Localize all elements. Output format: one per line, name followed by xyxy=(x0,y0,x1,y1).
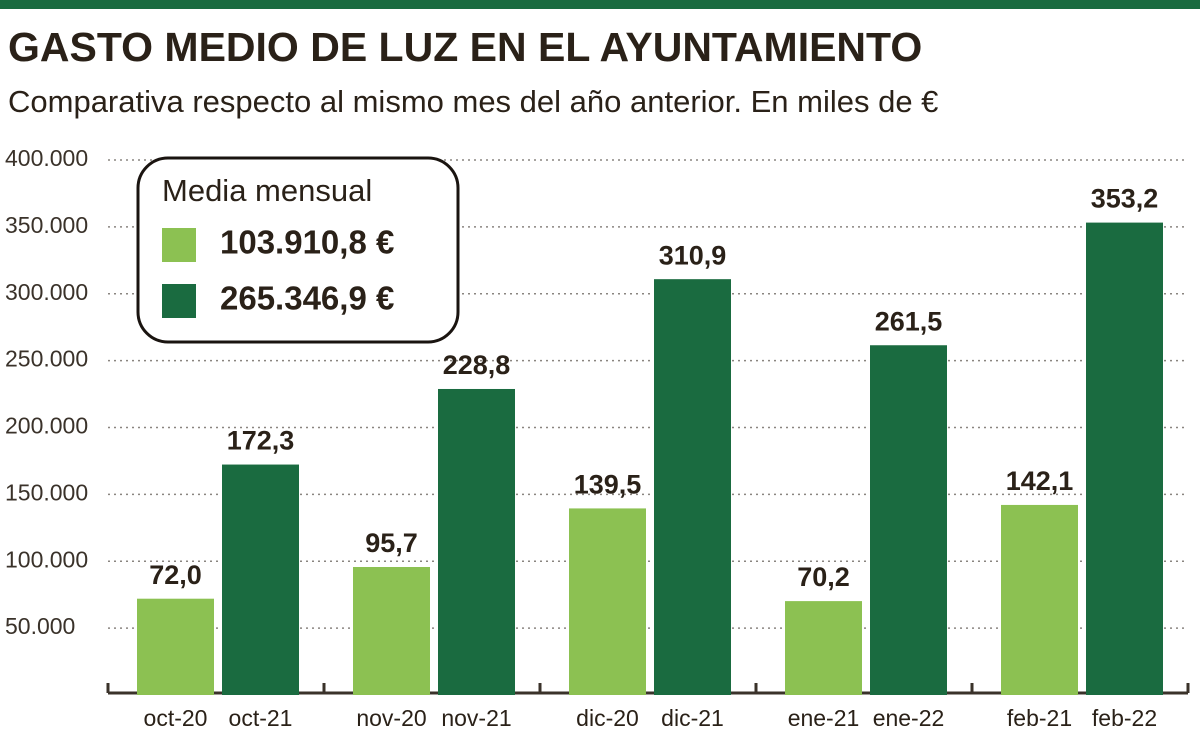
top-band xyxy=(0,0,1200,9)
x-tick-label: oct-20 xyxy=(144,705,208,731)
bar xyxy=(438,388,515,695)
x-tick-label: dic-20 xyxy=(576,705,639,731)
y-tick-label: 100.000 xyxy=(5,546,88,572)
bar xyxy=(137,598,214,695)
bar xyxy=(353,567,430,695)
x-tick-label: nov-21 xyxy=(441,705,511,731)
x-tick-label: oct-21 xyxy=(229,705,293,731)
value-label: 70,2 xyxy=(797,562,850,592)
chart-title: GASTO MEDIO DE LUZ EN EL AYUNTAMIENTO xyxy=(8,24,922,70)
y-tick-label: 50.000 xyxy=(5,613,75,639)
legend-label: 265.346,9 € xyxy=(220,280,394,317)
legend-box xyxy=(136,156,460,344)
value-label: 261,5 xyxy=(875,306,943,336)
bar xyxy=(1001,504,1078,695)
value-label: 139,5 xyxy=(574,470,642,500)
y-tick-label: 300.000 xyxy=(5,279,88,305)
value-label: 310,9 xyxy=(659,240,727,270)
chart-subtitle: Comparativa respecto al mismo mes del añ… xyxy=(8,84,938,119)
x-tick-label: feb-21 xyxy=(1007,705,1072,731)
value-label: 95,7 xyxy=(365,528,418,558)
x-tick-label: dic-21 xyxy=(661,705,724,731)
legend-label: 103.910,8 € xyxy=(220,224,394,261)
value-label: 228,8 xyxy=(443,350,511,380)
bar xyxy=(222,464,299,695)
y-tick-label: 250.000 xyxy=(5,346,88,372)
y-tick-label: 400.000 xyxy=(5,145,88,171)
value-label: 172,3 xyxy=(227,426,295,456)
legend-swatch xyxy=(162,284,196,318)
bar xyxy=(870,345,947,695)
x-tick-label: ene-21 xyxy=(788,705,860,731)
x-tick-label: feb-22 xyxy=(1092,705,1157,731)
value-label: 72,0 xyxy=(149,560,202,590)
y-tick-label: 200.000 xyxy=(5,413,88,439)
bar xyxy=(1086,222,1163,695)
bar xyxy=(569,508,646,695)
legend-title: Media mensual xyxy=(162,173,372,208)
value-label: 142,1 xyxy=(1006,466,1074,496)
x-tick-label: ene-22 xyxy=(873,705,945,731)
value-label: 353,2 xyxy=(1091,184,1159,214)
legend: Media mensual 103.910,8 € 265.346,9 € xyxy=(136,156,460,344)
y-tick-label: 150.000 xyxy=(5,479,88,505)
legend-swatch xyxy=(162,228,196,262)
x-tick-label: nov-20 xyxy=(356,705,426,731)
bar xyxy=(785,601,862,695)
bar xyxy=(654,279,731,695)
y-tick-label: 350.000 xyxy=(5,212,88,238)
